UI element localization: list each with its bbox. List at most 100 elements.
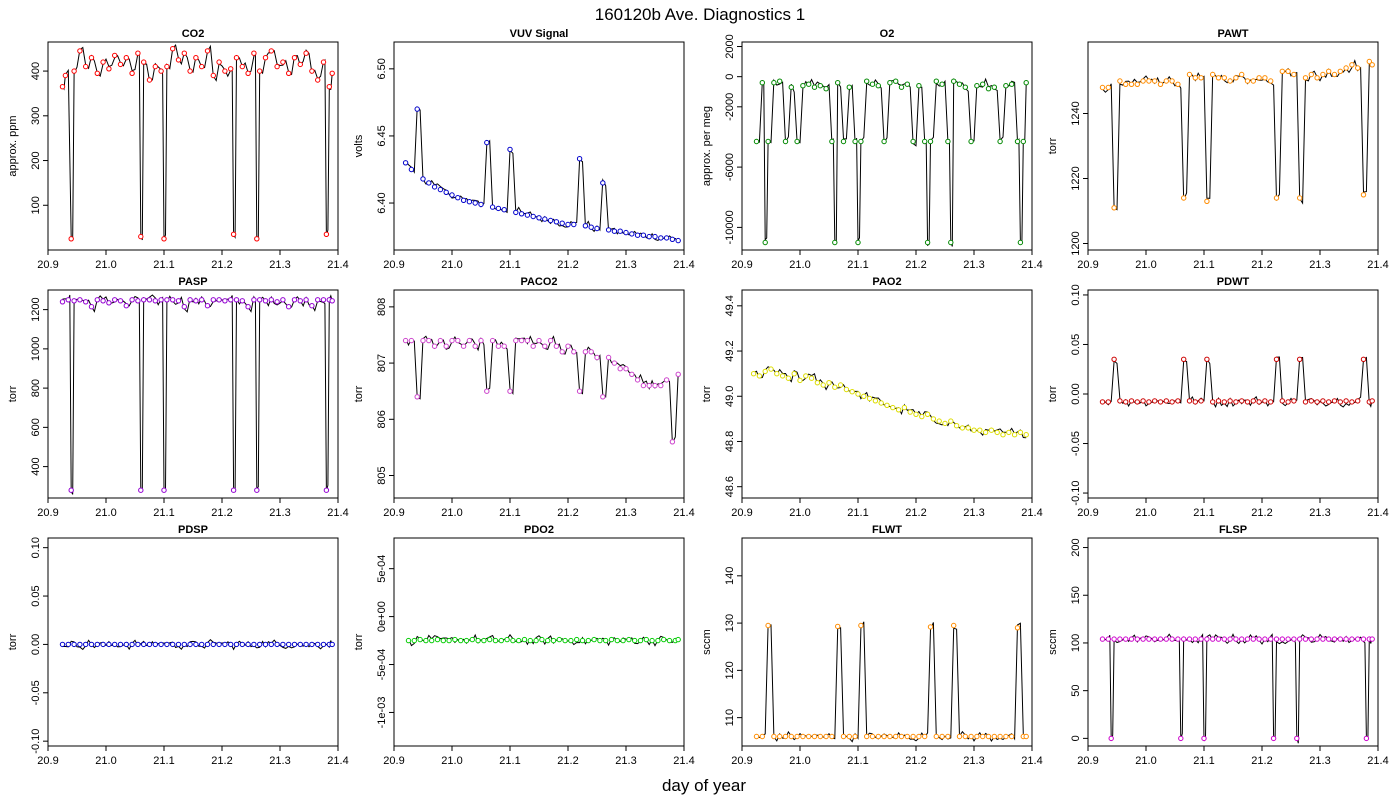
data-point	[228, 66, 234, 72]
plot-frame	[741, 41, 1033, 251]
data-point	[1215, 636, 1222, 642]
panel-pawt: PAWT torr 20.9 21.0 21.1 21.2 21.3 21.4 1200 1220…	[1047, 28, 1389, 271]
data-point	[884, 402, 890, 408]
data-point	[1152, 398, 1158, 404]
data-point	[1146, 636, 1152, 642]
data-point	[1123, 399, 1129, 405]
panel-title: PDSP	[178, 524, 208, 536]
data-point	[1163, 398, 1170, 404]
data-point	[1273, 195, 1280, 201]
x-tick-label: 21.2	[1251, 507, 1272, 519]
data-point	[1020, 138, 1026, 145]
data-point	[106, 300, 112, 306]
plot-area	[1099, 633, 1375, 744]
panel-flwt: FLWT sccm 20.9 21.0 21.1 21.2 21.3 21.4 110 120 13…	[701, 524, 1043, 767]
data-point	[1268, 636, 1274, 642]
data-point	[1273, 356, 1280, 362]
x-tick-label: 21.2	[1251, 259, 1272, 271]
data-point	[274, 641, 280, 648]
data-point	[817, 83, 823, 89]
panel-co2: CO2 approx. ppm 20.9 21.0 21.1 21.2 21.3 21.4 10…	[7, 28, 349, 271]
data-point	[910, 733, 916, 740]
x-tick-label: 20.9	[383, 259, 404, 271]
data-point	[106, 641, 112, 648]
data-point	[858, 622, 864, 629]
data-point	[588, 349, 594, 355]
data-point	[193, 298, 199, 304]
data-point	[547, 337, 554, 344]
data-point	[228, 297, 234, 303]
data-point	[840, 138, 847, 145]
data-point	[800, 83, 806, 89]
data-point	[123, 641, 130, 648]
data-point	[94, 297, 101, 303]
x-tick-label: 21.3	[1309, 507, 1330, 519]
data-point	[408, 337, 415, 344]
data-point	[94, 70, 101, 77]
y-axis-label: approx. ppm	[7, 115, 19, 176]
data-point	[614, 637, 620, 644]
data-point	[982, 429, 989, 436]
panel-title: PDWT	[1217, 276, 1250, 288]
data-point	[887, 733, 893, 740]
data-point	[411, 637, 417, 644]
data-point	[901, 404, 908, 411]
x-tick-label: 21.2	[905, 755, 926, 767]
data-point	[1320, 398, 1326, 404]
data-point	[492, 637, 499, 644]
data-point	[962, 733, 968, 740]
data-point	[1009, 81, 1015, 87]
data-point	[262, 298, 269, 304]
plot-frame	[393, 289, 685, 499]
data-point	[170, 641, 176, 648]
raw-trace-line	[753, 366, 1027, 439]
data-point	[443, 189, 449, 196]
data-point	[315, 77, 321, 83]
panel-flsp: FLSP sccm 20.9 21.0 21.1 21.2 21.3 21.4 0 50 100 15…	[1047, 524, 1389, 767]
data-point	[521, 636, 528, 643]
data-point	[605, 354, 612, 361]
data-point	[286, 641, 292, 648]
data-point	[466, 337, 473, 344]
data-point	[239, 641, 246, 648]
data-point	[942, 420, 948, 427]
data-point	[146, 77, 153, 83]
data-point	[1204, 356, 1210, 362]
data-point	[1314, 399, 1320, 405]
y-tick-label: 1220	[1070, 166, 1082, 190]
data-point	[1369, 398, 1375, 404]
data-point	[927, 138, 934, 145]
panel-vuv-signal: VUV Signal volts 20.9 21.0 21.1 21.2 21.3 21.4 6…	[353, 28, 695, 271]
data-point	[898, 733, 905, 740]
data-point	[513, 337, 519, 344]
data-point	[890, 404, 896, 411]
y-tick-label: 150	[1070, 586, 1082, 604]
data-point	[1256, 399, 1262, 405]
data-point	[1003, 83, 1009, 89]
y-tick-label: 300	[30, 107, 42, 125]
data-point	[181, 50, 188, 56]
data-point	[495, 205, 502, 212]
data-point	[617, 228, 623, 234]
data-point	[489, 337, 496, 344]
data-point	[579, 637, 586, 644]
plot-frame	[393, 41, 685, 251]
data-point	[463, 637, 470, 644]
data-point	[861, 393, 867, 399]
data-point	[257, 297, 263, 303]
data-point	[872, 398, 879, 404]
data-point	[797, 377, 803, 384]
data-point	[1279, 68, 1286, 75]
data-point	[779, 373, 786, 379]
data-point	[291, 55, 298, 61]
data-point	[945, 138, 951, 145]
data-point	[1250, 78, 1257, 84]
data-point	[878, 400, 884, 406]
data-point	[788, 84, 794, 90]
y-tick-label: -5e-04	[376, 649, 388, 681]
x-tick-label: 21.1	[847, 507, 868, 519]
data-point	[777, 78, 783, 84]
data-point	[1262, 398, 1268, 404]
data-point	[1244, 636, 1251, 642]
